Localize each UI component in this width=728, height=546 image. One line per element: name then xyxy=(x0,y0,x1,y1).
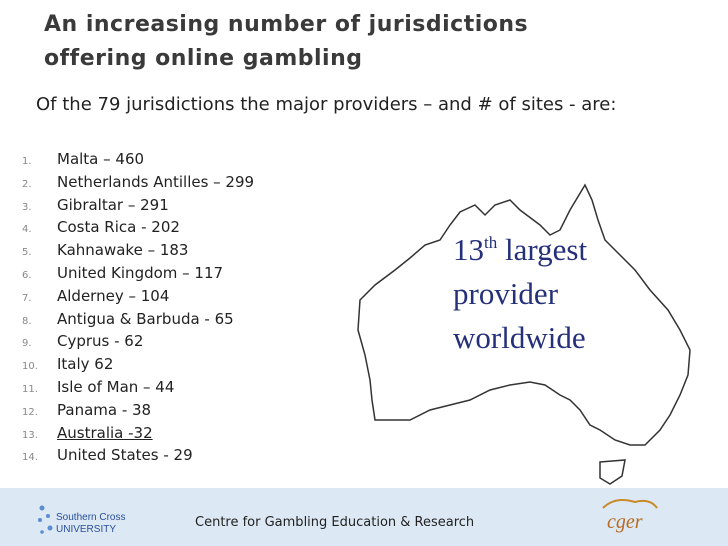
item-text: Costa Rica - 202 xyxy=(57,218,180,237)
item-text: Australia -32 xyxy=(57,423,153,442)
list-item: 11. Isle of Man – 44 xyxy=(22,378,174,396)
callout-number: 13 xyxy=(453,232,484,267)
footer-band xyxy=(0,488,728,546)
item-number: 2. xyxy=(22,178,32,190)
item-number: 8. xyxy=(22,315,32,327)
item-text: United States - 29 xyxy=(57,446,193,465)
tasmania-outline xyxy=(599,459,626,485)
item-text: Gibraltar – 291 xyxy=(57,195,169,214)
list-item: 1. Malta – 460 xyxy=(22,150,144,168)
list-item: 12. Panama - 38 xyxy=(22,401,151,419)
list-item: 10. Italy 62 xyxy=(22,355,113,373)
list-item: 3. Gibraltar – 291 xyxy=(22,196,169,214)
item-number: 7. xyxy=(22,292,32,304)
title-line: offering online gambling xyxy=(44,46,363,71)
right-logo: cger xyxy=(602,499,658,533)
item-text: Kahnawake – 183 xyxy=(57,241,189,260)
item-number: 1. xyxy=(22,156,32,167)
item-text: Cyprus - 62 xyxy=(57,332,144,351)
item-number: 10. xyxy=(22,361,38,373)
item-number: 6. xyxy=(22,270,32,281)
list-item: 2. Netherlands Antilles – 299 xyxy=(22,173,254,191)
footer-centre: Centre for Gambling Education & Research xyxy=(195,515,475,530)
item-number: 11. xyxy=(22,384,38,395)
item-number: 12. xyxy=(22,406,38,418)
callout-line: provider xyxy=(453,276,559,311)
list-item: 14. United States - 29 xyxy=(22,446,193,464)
item-text: Isle of Man – 44 xyxy=(57,378,175,396)
item-number: 14. xyxy=(22,452,38,464)
title-line: An increasing number of jurisdictions xyxy=(44,12,529,37)
logo-text: cger xyxy=(607,511,643,533)
left-logo: Southern Cross UNIVERSITY xyxy=(38,505,125,535)
item-number: 13. xyxy=(22,429,38,441)
intro: Of the 79 jurisdictions the major provid… xyxy=(36,94,617,115)
list-item: 8. Antigua & Barbuda - 65 xyxy=(22,310,234,328)
mainland-outline xyxy=(357,183,691,446)
list-item: 6. United Kingdom – 117 xyxy=(22,264,223,282)
list-item: 13. Australia -32 xyxy=(22,424,153,442)
callout-text: largest xyxy=(504,232,588,267)
item-number: 9. xyxy=(22,338,32,350)
item-text: United Kingdom – 117 xyxy=(57,264,224,282)
item-number: 3. xyxy=(22,201,32,213)
list-item: 4. Costa Rica - 202 xyxy=(22,218,180,236)
list-item: 5. Kahnawake – 183 xyxy=(22,241,188,259)
item-text: Malta – 460 xyxy=(57,150,145,168)
item-text: Netherlands Antilles – 299 xyxy=(57,172,255,191)
item-number: 4. xyxy=(22,224,32,236)
list-item: 9. Cyprus - 62 xyxy=(22,332,143,350)
item-text: Italy 62 xyxy=(57,355,114,374)
logo-text: Southern Cross xyxy=(56,512,125,523)
logo-text: UNIVERSITY xyxy=(56,524,116,535)
list-item: 7. Alderney – 104 xyxy=(22,287,169,305)
callout-line: 13th largest xyxy=(453,232,587,268)
item-text: Alderney – 104 xyxy=(57,286,170,305)
callout-suffix: th xyxy=(484,233,498,252)
australia-map xyxy=(357,183,691,485)
item-number: 5. xyxy=(22,247,32,259)
item-text: Antigua & Barbuda - 65 xyxy=(57,309,234,328)
callout-line: worldwide xyxy=(453,320,586,355)
item-text: Panama - 38 xyxy=(57,400,152,419)
